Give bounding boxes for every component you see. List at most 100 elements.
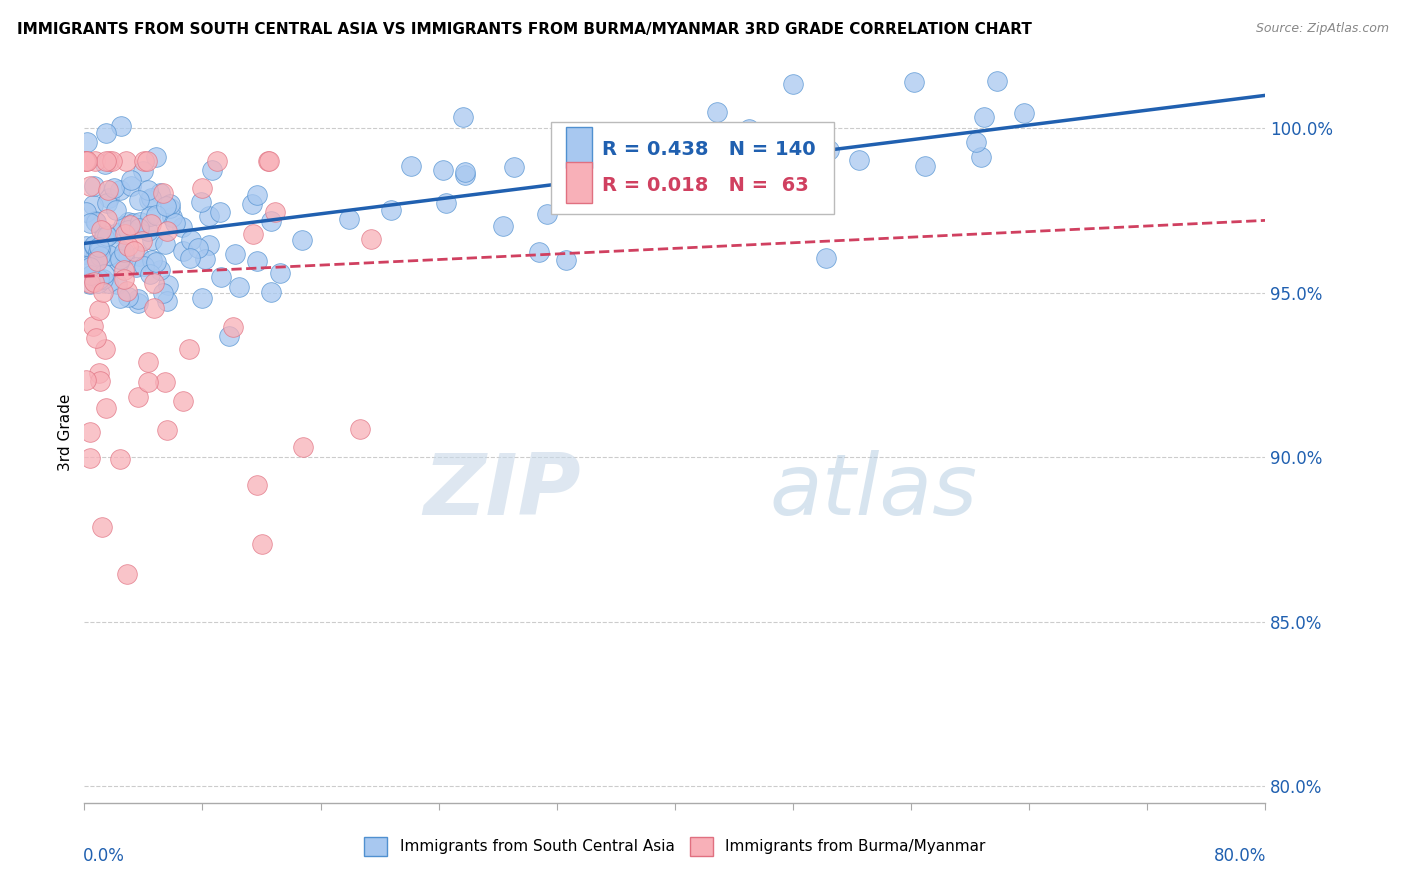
Point xyxy=(84,215,107,229)
Point xyxy=(83,276,105,290)
Point xyxy=(131,234,153,248)
Point xyxy=(814,251,837,265)
Point xyxy=(83,238,105,252)
Point xyxy=(108,291,131,305)
Point xyxy=(149,262,172,277)
Point xyxy=(79,260,101,275)
Point xyxy=(434,196,457,211)
Point xyxy=(256,154,278,169)
Point xyxy=(97,183,120,197)
Point xyxy=(84,331,107,345)
Point xyxy=(117,239,139,253)
Point xyxy=(454,168,477,182)
Point xyxy=(153,237,176,252)
Point xyxy=(112,262,135,277)
Point xyxy=(973,111,995,125)
Text: atlas: atlas xyxy=(769,450,977,533)
Point xyxy=(82,198,104,212)
Point xyxy=(756,132,779,146)
Point xyxy=(124,244,146,259)
Point xyxy=(108,451,131,466)
Point xyxy=(349,422,371,436)
Point xyxy=(337,212,360,227)
Point xyxy=(536,207,558,221)
Point xyxy=(598,161,620,176)
Point xyxy=(172,244,194,258)
Point xyxy=(76,136,98,150)
Point xyxy=(156,293,179,308)
Point xyxy=(1012,106,1035,120)
Point xyxy=(94,401,117,415)
Point xyxy=(145,208,167,222)
Point xyxy=(360,232,382,246)
Point xyxy=(451,111,474,125)
Point xyxy=(127,292,149,306)
Point xyxy=(194,252,217,266)
Point xyxy=(105,202,128,217)
Y-axis label: 3rd Grade: 3rd Grade xyxy=(58,394,73,471)
Point xyxy=(252,537,274,551)
Point xyxy=(93,268,115,282)
Point xyxy=(136,224,159,238)
Point xyxy=(291,233,314,247)
Point xyxy=(96,154,118,169)
Point xyxy=(201,162,224,177)
Point xyxy=(170,220,193,235)
Point xyxy=(269,267,291,281)
Point xyxy=(89,303,111,318)
Point xyxy=(246,478,269,492)
Point xyxy=(115,154,138,169)
Point xyxy=(132,154,155,169)
Point xyxy=(128,193,150,207)
Point xyxy=(97,248,120,262)
Point xyxy=(502,161,524,175)
Point xyxy=(198,238,221,252)
Point xyxy=(112,249,135,263)
Point xyxy=(149,186,172,200)
Point xyxy=(76,260,98,274)
Point xyxy=(75,154,97,169)
Point xyxy=(914,159,936,173)
Point xyxy=(120,173,142,187)
Point xyxy=(128,215,150,229)
Point xyxy=(551,170,574,185)
Point xyxy=(228,280,250,294)
Point xyxy=(112,244,135,259)
Point xyxy=(105,226,128,240)
Point xyxy=(152,286,174,301)
Text: Source: ZipAtlas.com: Source: ZipAtlas.com xyxy=(1256,22,1389,36)
Point xyxy=(191,181,214,195)
FancyBboxPatch shape xyxy=(551,121,834,214)
Point xyxy=(177,342,200,356)
Text: IMMIGRANTS FROM SOUTH CENTRAL ASIA VS IMMIGRANTS FROM BURMA/MYANMAR 3RD GRADE CO: IMMIGRANTS FROM SOUTH CENTRAL ASIA VS IM… xyxy=(17,22,1032,37)
Legend: Immigrants from South Central Asia, Immigrants from Burma/Myanmar: Immigrants from South Central Asia, Immi… xyxy=(359,831,991,862)
Point xyxy=(117,567,139,582)
Point xyxy=(222,319,245,334)
Point xyxy=(127,296,149,310)
Text: 80.0%: 80.0% xyxy=(1215,847,1267,865)
Point xyxy=(848,153,870,168)
Point xyxy=(108,243,131,257)
Point xyxy=(83,250,105,264)
Point xyxy=(291,440,314,454)
Point xyxy=(73,247,96,261)
Point xyxy=(84,214,107,228)
Point xyxy=(260,214,283,228)
Point xyxy=(79,276,101,290)
Text: 0.0%: 0.0% xyxy=(83,847,125,865)
Point xyxy=(187,241,209,255)
Point xyxy=(818,143,841,157)
Point xyxy=(112,272,135,286)
Point xyxy=(782,77,804,91)
Point xyxy=(139,267,162,281)
Point xyxy=(79,425,101,439)
FancyBboxPatch shape xyxy=(567,162,592,203)
Point xyxy=(492,219,515,233)
Point xyxy=(79,277,101,292)
Point xyxy=(738,122,761,136)
Point xyxy=(180,233,202,247)
Point xyxy=(103,181,125,195)
Text: ZIP: ZIP xyxy=(423,450,581,533)
Point xyxy=(264,204,287,219)
Point xyxy=(108,252,131,267)
